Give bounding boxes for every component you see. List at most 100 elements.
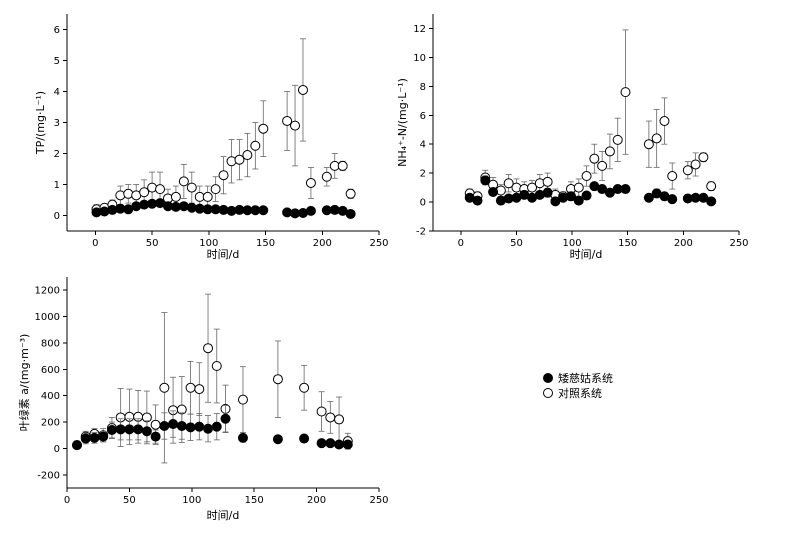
data-point-control <box>203 343 214 354</box>
data-point-control <box>282 115 293 126</box>
y-axis-label: 叶绿素 a/(mg·m⁻³) <box>17 334 31 432</box>
x-tick-label: 50 <box>146 238 159 249</box>
data-point-experiment <box>325 438 336 449</box>
legend-marker-filled <box>543 373 553 383</box>
y-tick-label: 800 <box>41 338 60 349</box>
data-point-experiment <box>334 439 345 450</box>
data-point-experiment <box>99 206 110 217</box>
x-tick-label: 250 <box>729 238 748 249</box>
data-point-control <box>706 181 717 192</box>
data-point-experiment <box>237 432 248 443</box>
x-tick-label: 250 <box>369 495 388 506</box>
data-point-experiment <box>178 201 189 212</box>
x-tick-label: 0 <box>64 495 70 506</box>
data-point-control <box>682 165 693 176</box>
data-point-experiment <box>80 433 91 444</box>
data-point-control <box>115 190 126 201</box>
data-point-control <box>297 84 308 95</box>
data-point-control <box>651 133 662 144</box>
data-point-experiment <box>98 431 109 442</box>
data-point-control <box>573 182 584 193</box>
data-point-control <box>334 414 345 425</box>
data-point-experiment <box>342 439 353 450</box>
data-point-experiment <box>71 440 82 451</box>
y-tick-label: 8 <box>420 82 426 93</box>
x-axis-label: 时间/d <box>207 248 240 261</box>
data-point-control <box>604 146 615 157</box>
x-tick-label: 0 <box>92 238 98 249</box>
data-point-experiment <box>542 187 553 198</box>
data-point-experiment <box>258 205 269 216</box>
data-point-control <box>272 374 283 385</box>
y-axis-label: NH₄⁺-N/(mg·L⁻¹) <box>396 78 409 167</box>
data-point-experiment <box>89 432 100 443</box>
y-tick-label: 10 <box>413 53 426 64</box>
data-point-experiment <box>131 201 142 212</box>
data-point-control <box>503 178 514 189</box>
data-point-experiment <box>581 190 592 201</box>
data-point-experiment <box>345 208 356 219</box>
data-point-control <box>211 361 222 372</box>
data-point-control <box>185 382 196 393</box>
data-point-control <box>527 182 538 193</box>
y-tick-label: 2 <box>54 149 60 160</box>
data-point-experiment <box>203 423 214 434</box>
data-point-control <box>186 182 197 193</box>
x-tick-label: 200 <box>313 238 332 249</box>
data-point-control <box>147 182 158 193</box>
y-tick-label: 0 <box>54 211 60 222</box>
x-tick-label: 150 <box>245 495 264 506</box>
y-tick-label: 1 <box>54 180 60 191</box>
y-tick-label: 4 <box>420 140 426 151</box>
data-point-control <box>345 188 356 199</box>
data-point-control <box>597 160 608 171</box>
data-point-control <box>589 153 600 164</box>
y-tick-label: 6 <box>420 111 426 122</box>
data-point-experiment <box>159 421 170 432</box>
x-tick-label: 50 <box>123 495 136 506</box>
legend-label-control: 对照系统 <box>558 386 602 400</box>
data-point-experiment <box>211 421 222 432</box>
data-point-experiment <box>194 421 205 432</box>
data-point-control <box>620 87 631 98</box>
y-axis-label: TP/(mg·L⁻¹) <box>34 91 47 155</box>
data-point-experiment <box>620 184 631 195</box>
data-point-control <box>542 176 553 187</box>
data-point-control <box>321 171 332 182</box>
x-tick-label: 200 <box>307 495 326 506</box>
x-tick-label: 250 <box>369 238 388 249</box>
y-tick-label: 6 <box>54 25 60 36</box>
data-point-control <box>226 156 237 167</box>
data-point-experiment <box>316 438 327 449</box>
chlorophyll-a-chart: 0 50 100 150 200 250 -200 0 200 400 600 800 1000 1200… <box>17 277 389 522</box>
data-point-control <box>202 191 213 202</box>
data-point-control <box>155 184 166 195</box>
data-point-experiment <box>305 205 316 216</box>
y-tick-label: 1000 <box>35 312 60 323</box>
y-tick-label: 0 <box>54 444 60 455</box>
data-point-experiment <box>643 192 654 203</box>
y-tick-label: -2 <box>416 227 426 238</box>
data-point-control <box>690 159 701 170</box>
y-tick-label: 2 <box>420 169 426 180</box>
y-tick-label: 0 <box>420 198 426 209</box>
y-tick-label: 12 <box>413 24 426 35</box>
data-point-experiment <box>480 175 491 186</box>
data-point-experiment <box>472 195 483 206</box>
data-point-control <box>581 171 592 182</box>
x-tick-label: 0 <box>458 238 464 249</box>
x-tick-label: 150 <box>618 238 637 249</box>
nh4-n-chart: 0 50 100 150 200 250 -2 0 2 4 6 8 10 12 时间/d NH₄⁺-N/(mg… <box>396 14 749 261</box>
data-point-control <box>218 170 229 181</box>
x-tick-label: 100 <box>563 238 582 249</box>
data-point-experiment <box>168 419 179 430</box>
data-point-control <box>258 123 269 134</box>
data-point-control <box>234 154 245 165</box>
y-tick-label: 5 <box>54 56 60 67</box>
data-point-experiment <box>141 426 152 437</box>
data-point-control <box>299 382 310 393</box>
data-point-control <box>667 171 678 182</box>
x-tick-label: 200 <box>674 238 693 249</box>
legend-marker-open <box>543 388 553 398</box>
